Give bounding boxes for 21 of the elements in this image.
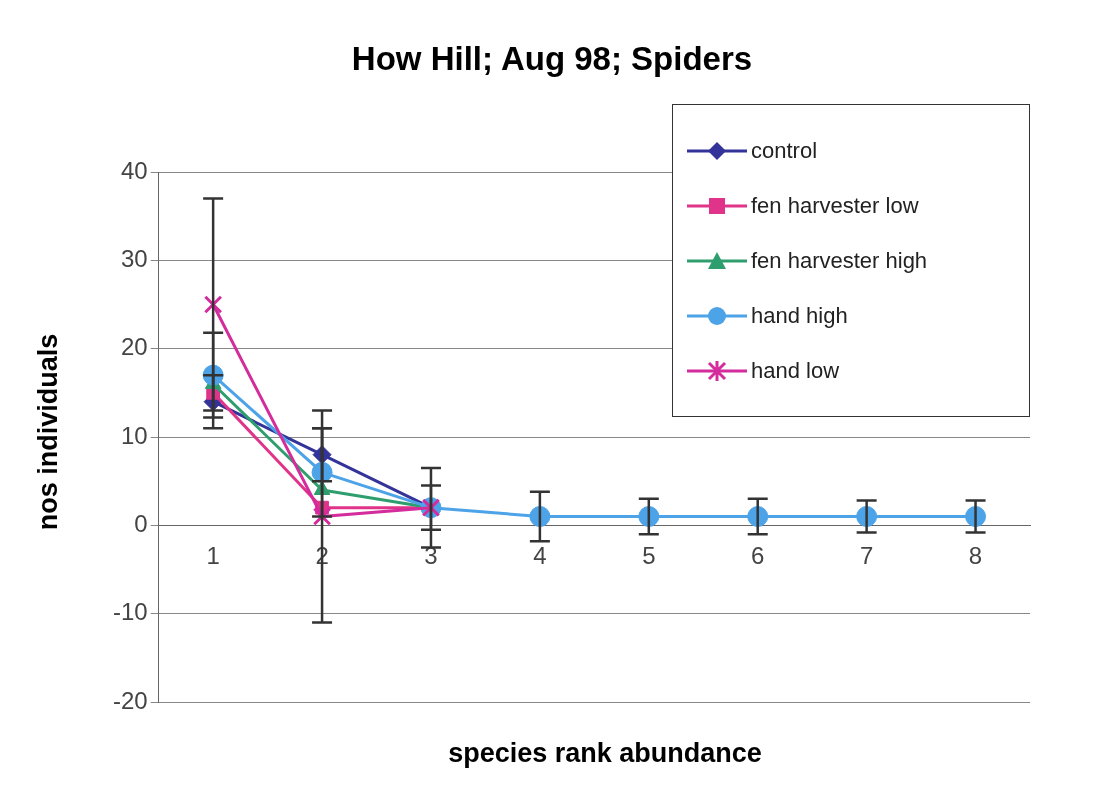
x-axis-title: species rank abundance bbox=[447, 738, 763, 769]
x-tick-label: 7 bbox=[859, 542, 874, 570]
chart-title: How Hill; Aug 98; Spiders bbox=[350, 40, 754, 78]
y-tick-label: 30 bbox=[120, 244, 148, 272]
y-tick-label: 0 bbox=[134, 509, 148, 537]
y-tick-label: -20 bbox=[113, 686, 148, 714]
y-tick-label: 10 bbox=[120, 421, 148, 449]
legend-label: fen harvester low bbox=[751, 192, 919, 219]
x-tick-label: 5 bbox=[642, 542, 656, 570]
legend-label: hand low bbox=[751, 357, 840, 384]
x-tick-label: 6 bbox=[751, 542, 765, 570]
y-tick-label: 20 bbox=[120, 333, 148, 361]
y-tick-label: 40 bbox=[120, 156, 148, 184]
y-axis-title: nos individuals bbox=[32, 333, 64, 531]
y-tick-label: -10 bbox=[113, 598, 148, 626]
x-tick-label: 1 bbox=[206, 542, 220, 570]
x-tick-label: 8 bbox=[968, 542, 983, 570]
legend-label: hand high bbox=[751, 302, 848, 329]
x-tick-label: 4 bbox=[533, 542, 547, 570]
legend-label: fen harvester high bbox=[751, 247, 928, 274]
legend-label: control bbox=[751, 137, 818, 164]
